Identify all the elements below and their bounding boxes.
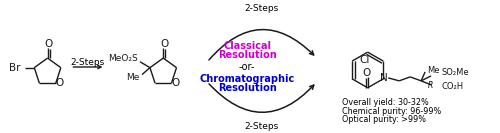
Text: MeO₂S: MeO₂S (108, 54, 138, 63)
Text: Classical: Classical (223, 41, 271, 51)
Text: SO₂Me: SO₂Me (441, 68, 468, 77)
FancyArrowPatch shape (209, 84, 314, 112)
Text: N: N (380, 73, 388, 83)
Text: Cl: Cl (360, 55, 370, 65)
Text: O: O (172, 78, 179, 88)
Text: 2-Steps: 2-Steps (70, 58, 104, 66)
Text: CO₂H: CO₂H (441, 82, 463, 91)
FancyArrowPatch shape (209, 30, 314, 60)
Text: O: O (44, 39, 52, 49)
Text: Me: Me (126, 73, 140, 82)
Text: Resolution: Resolution (218, 50, 276, 60)
Text: Chemical purity: 96-99%: Chemical purity: 96-99% (342, 107, 441, 116)
Text: 2-Steps: 2-Steps (245, 4, 279, 13)
Text: O: O (56, 78, 64, 88)
Text: 2-Steps: 2-Steps (245, 122, 279, 131)
Text: O: O (362, 68, 371, 78)
Text: O: O (160, 39, 168, 49)
Text: Overall yield: 30-32%: Overall yield: 30-32% (342, 98, 428, 107)
Text: -or-: -or- (239, 62, 255, 72)
Text: R: R (428, 81, 434, 90)
Text: Resolution: Resolution (218, 83, 276, 93)
Text: Me: Me (427, 66, 440, 75)
Text: Optical purity: >99%: Optical purity: >99% (342, 115, 425, 124)
Text: Chromatographic: Chromatographic (200, 74, 294, 84)
Text: Br: Br (9, 63, 20, 73)
